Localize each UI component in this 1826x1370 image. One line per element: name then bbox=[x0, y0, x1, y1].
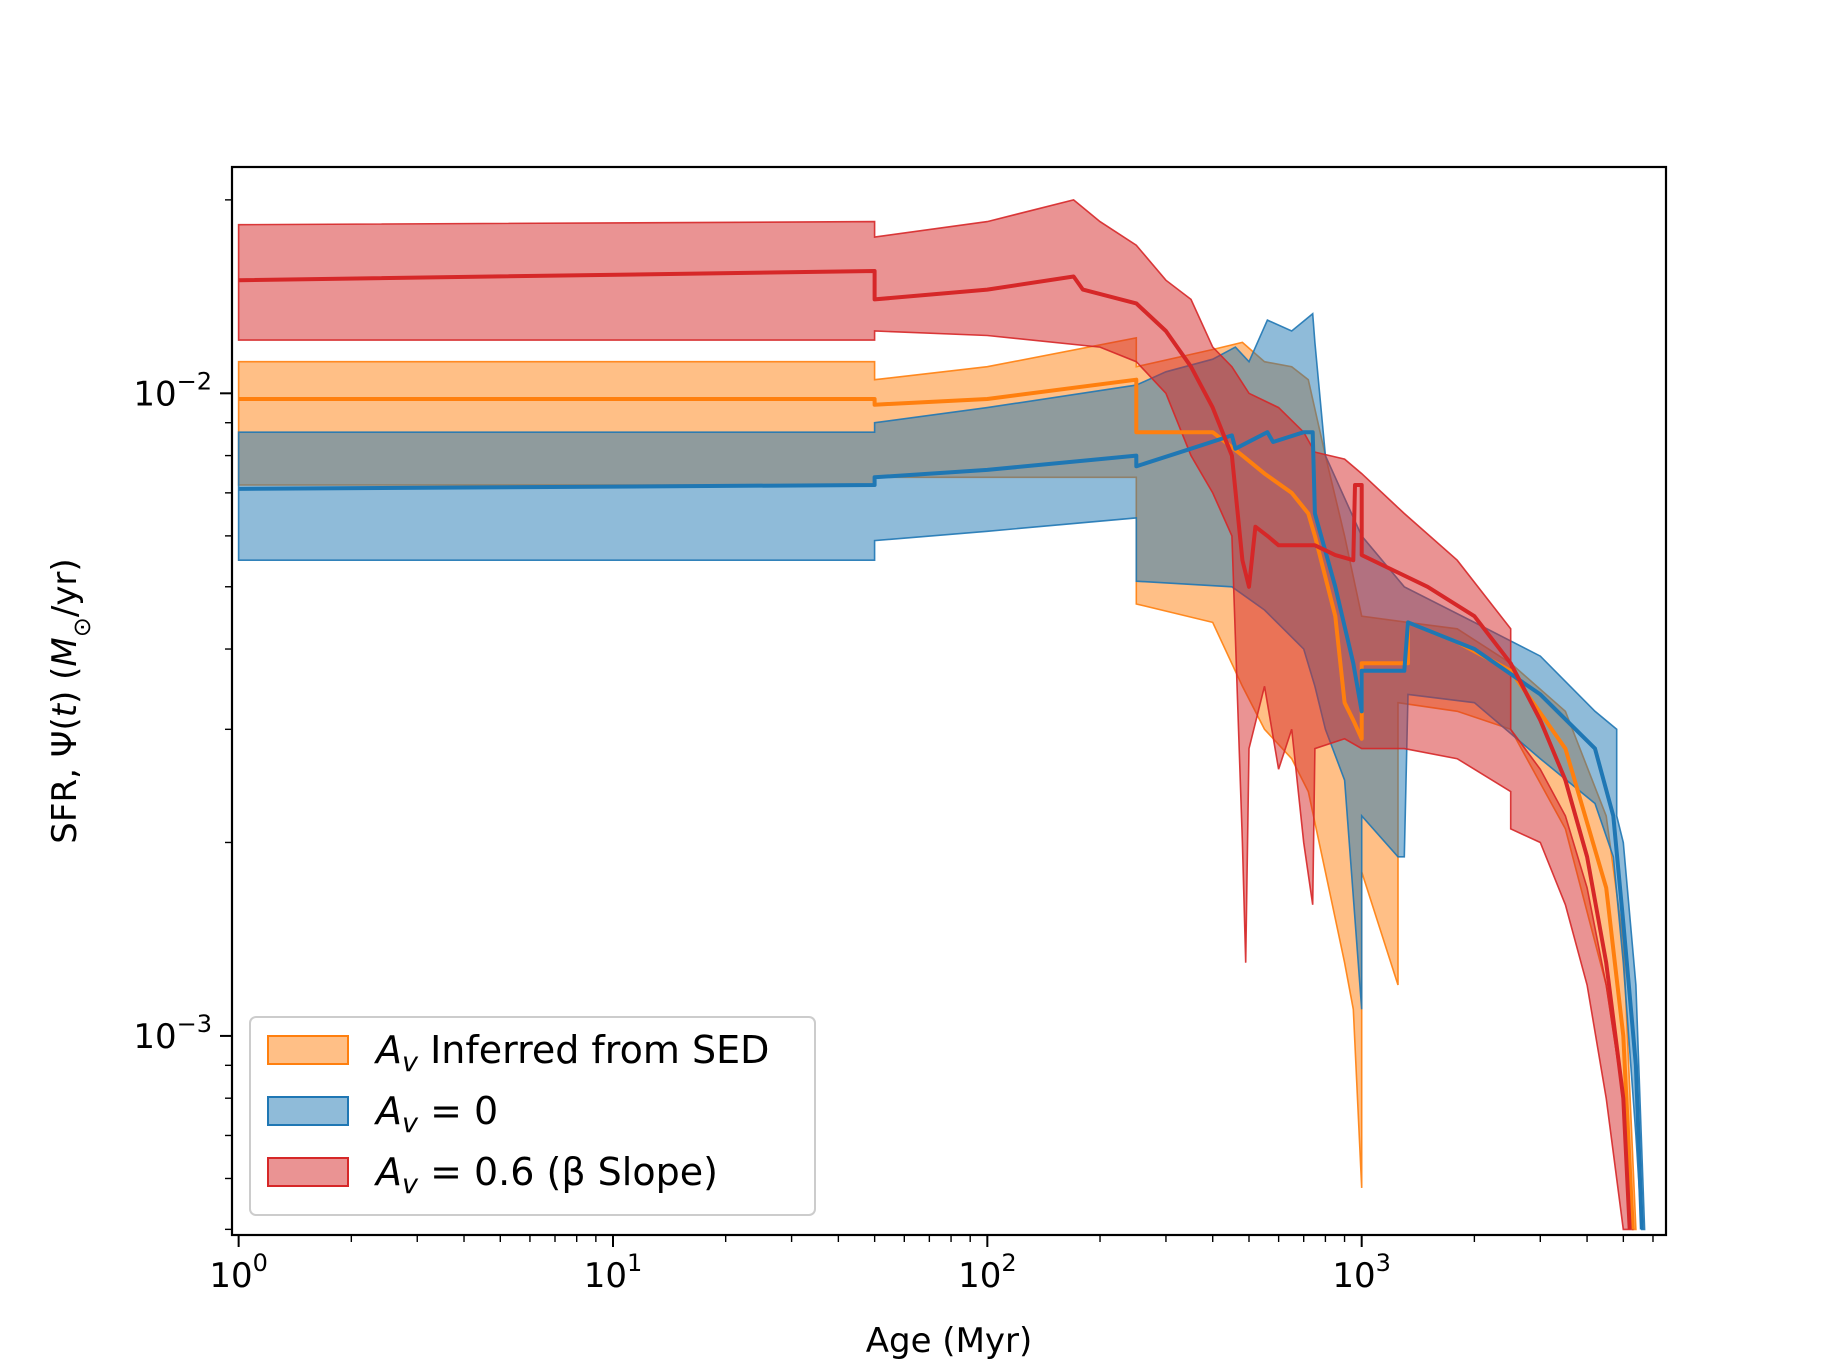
legend-box bbox=[249, 1016, 816, 1216]
legend-swatch-a-v-inferred-from-sed bbox=[267, 1035, 349, 1065]
plot-frame bbox=[230, 165, 1668, 1237]
y-tick-label: 10−3 bbox=[133, 1010, 212, 1057]
median-line-a-v-0 bbox=[238, 430, 1644, 1230]
median-lines bbox=[238, 269, 1644, 1230]
x-tick-label: 102 bbox=[958, 1249, 1017, 1296]
median-line-a-v-0-6-slope bbox=[238, 269, 1632, 1230]
legend-label-a-v-0: Av = 0 bbox=[373, 1089, 498, 1139]
legend-swatch-a-v-0 bbox=[267, 1096, 349, 1126]
y-tick-label: 10−2 bbox=[133, 367, 212, 414]
x-axis-label: Age (Myr) bbox=[866, 1321, 1033, 1361]
legend-label-a-v-0-6-slope: Av = 0.6 (β Slope) bbox=[373, 1150, 718, 1200]
x-tick-label: 101 bbox=[584, 1249, 643, 1296]
axis-ticks: 100 101 102 103 10−3 10−2 bbox=[133, 199, 1654, 1296]
band-a-v-0-6-slope bbox=[237, 199, 1634, 1231]
legend: Av Inferred from SED Av = 0 Av = 0.6 (β Sl… bbox=[249, 1016, 816, 1216]
legend-swatch-a-v-0-6-slope bbox=[267, 1157, 349, 1187]
x-tick-label: 103 bbox=[1332, 1249, 1391, 1296]
legend-label-a-v-inferred-from-sed: Av Inferred from SED bbox=[373, 1028, 769, 1078]
x-tick-label: 100 bbox=[209, 1249, 268, 1296]
